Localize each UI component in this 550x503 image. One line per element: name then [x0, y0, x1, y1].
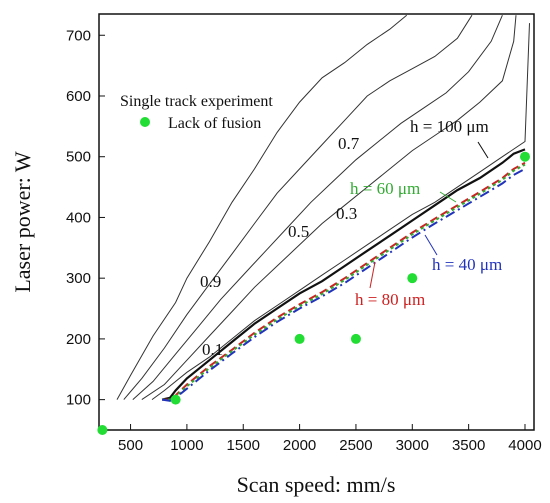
- data-point: [407, 273, 418, 284]
- contour-labels: 0.9 0.7 0.5 0.3 0.1: [200, 134, 360, 359]
- y-tick-label: 200: [66, 331, 91, 348]
- contour-line-0.3: [141, 15, 517, 401]
- x-tick-label: 1500: [227, 437, 260, 454]
- contour-label-0.9: 0.9: [200, 272, 221, 291]
- x-tick-label: 500: [118, 437, 143, 454]
- contour-line-0.9: [116, 14, 408, 400]
- contour-line-0.1: [151, 23, 530, 401]
- x-tick-label: 1000: [170, 437, 203, 454]
- legend-marker-lack-of-fusion: [140, 117, 150, 127]
- y-tick-label: 400: [66, 209, 91, 226]
- x-tick-label: 2500: [339, 437, 372, 454]
- series-line-0: [161, 148, 526, 401]
- x-axis-title: Scan speed: mm/s: [237, 472, 396, 497]
- data-point: [294, 333, 305, 344]
- y-axis-ticks: 100 200 300 400 500 600 700: [66, 27, 105, 409]
- arrow-h-100: [477, 141, 489, 159]
- contour-label-0.7: 0.7: [338, 134, 360, 153]
- arrow-h-40: [424, 234, 438, 256]
- contour-label-0.1: 0.1: [202, 340, 223, 359]
- experiment-points: [97, 151, 530, 435]
- plot-area-frame: [98, 13, 535, 431]
- y-tick-label: 500: [66, 149, 91, 166]
- x-axis-ticks: 500 1000 1500 2000 2500 3000 3500 4000: [118, 424, 542, 454]
- contour-line-0.5: [132, 15, 503, 400]
- y-tick-label: 700: [66, 27, 91, 44]
- x-tick-label: 2000: [283, 437, 316, 454]
- data-point: [519, 151, 530, 162]
- contour-line-0.7: [123, 14, 473, 400]
- y-tick-label: 100: [66, 392, 91, 409]
- series-line-1: [162, 161, 526, 401]
- legend-label-lack-of-fusion: Lack of fusion: [168, 115, 261, 132]
- contour-lines: [116, 14, 530, 401]
- legend: Single track experiment Lack of fusion: [120, 93, 273, 132]
- y-axis-title: Laser power: W: [10, 151, 35, 293]
- arrow-h-60: [439, 191, 457, 203]
- data-point: [170, 394, 181, 405]
- y-tick-label: 600: [66, 88, 91, 105]
- annotation-h-40: h = 40 μm: [432, 255, 502, 274]
- arrow-h-80: [369, 261, 376, 289]
- x-tick-label: 3500: [452, 437, 485, 454]
- series-annotations: h = 100 μm h = 60 μm h = 40 μm h = 80 μm: [350, 117, 502, 309]
- contour-label-0.5: 0.5: [288, 222, 309, 241]
- annotation-h-80: h = 80 μm: [355, 290, 425, 309]
- series-lines: [161, 148, 526, 402]
- y-tick-label: 300: [66, 270, 91, 287]
- series-line-2: [162, 163, 526, 401]
- x-tick-label: 4000: [508, 437, 541, 454]
- data-point: [97, 425, 108, 435]
- annotation-h-60: h = 60 μm: [350, 179, 420, 198]
- x-tick-label: 3000: [396, 437, 429, 454]
- annotation-h-100: h = 100 μm: [410, 117, 489, 136]
- data-point: [350, 333, 361, 344]
- series-line-3: [161, 168, 526, 402]
- contour-label-0.3: 0.3: [336, 204, 357, 223]
- legend-title: Single track experiment: [120, 93, 273, 110]
